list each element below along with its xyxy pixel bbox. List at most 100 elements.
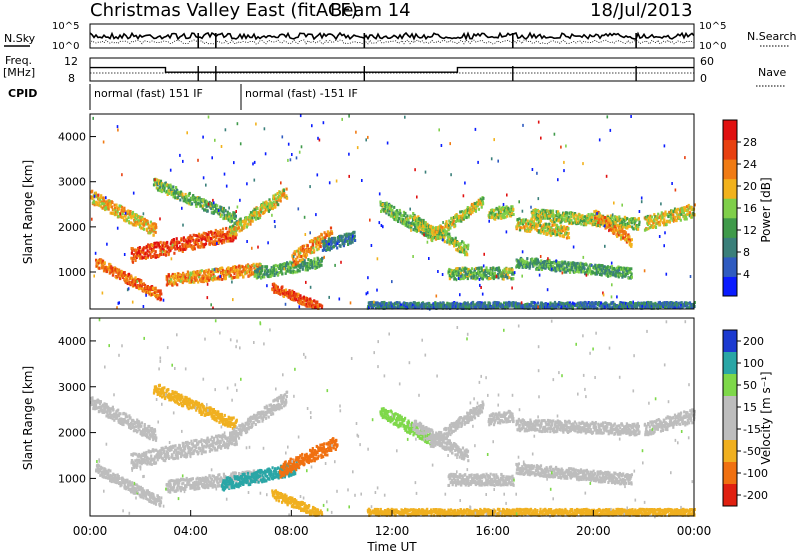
range-cell [623,215,626,219]
range-cell [653,224,656,228]
range-cell [613,268,616,272]
range-cell [351,237,354,241]
range-cell [268,198,271,202]
range-cell [343,233,346,237]
frequency-traces [90,66,694,81]
range-cell [414,228,417,232]
range-cell [401,306,404,310]
range-cell [253,264,256,268]
range-cell [198,272,201,276]
range-cell [439,235,442,239]
range-cell [629,241,632,244]
range-cell [555,223,559,227]
range-cell [257,211,260,215]
range-cell [488,269,491,273]
range-cell [608,223,611,227]
range-cell [251,214,254,217]
range-cell [229,225,232,229]
range-cell [256,207,259,210]
range-cell [102,199,106,203]
range-cell [196,270,199,273]
range-cell [221,267,224,271]
range-cell [428,233,431,237]
range-cell [240,271,243,275]
range-cell [220,271,223,275]
range-cell [298,301,302,305]
range-cell [154,255,158,259]
range-cell [152,222,155,226]
range-cell [125,213,128,217]
range-cell [224,209,227,213]
range-cell [594,263,597,267]
range-cell [249,273,252,277]
range-cell [190,279,194,283]
range-cell [137,214,140,218]
range-cell [138,279,141,283]
range-cell [685,205,689,209]
range-cell [187,200,190,204]
range-cell [97,261,100,265]
range-cell [303,253,307,257]
range-cell [265,267,268,271]
range-cell [276,290,279,294]
range-cell [627,237,630,241]
range-cell [168,192,171,195]
range-cell [191,237,194,241]
range-cell [586,272,589,276]
range-cell [155,186,158,190]
range-cell [269,275,272,278]
range-cell [337,240,340,244]
range-cell [92,199,95,203]
range-cell [663,214,666,218]
range-cell [548,225,551,228]
range-cell [168,282,172,286]
range-cell [679,211,682,215]
range-cell [601,265,604,269]
range-cell [647,216,650,220]
range-cell [548,231,552,235]
range-cell [501,272,504,276]
range-cell [587,213,590,216]
range-cell [657,212,660,216]
range-cell [277,203,280,207]
range-cell [134,259,137,262]
range-cell [333,241,336,244]
range-cell [205,233,208,237]
range-cell [294,252,297,256]
range-cell [118,268,121,272]
range-cell [531,217,534,221]
range-cell [620,273,623,277]
range-cell [417,301,420,305]
range-cell [148,224,151,228]
range-cell [98,266,101,270]
range-cell [242,219,245,223]
range-cell [546,232,549,236]
range-cell [292,263,295,267]
range-cell [323,231,326,235]
range-cell [503,267,506,271]
range-cell [194,273,198,277]
range-cell [500,216,503,220]
range-cell [389,301,392,305]
range-cell [134,283,137,287]
range-cell [670,216,673,220]
range-cell [543,216,546,220]
frequency-tick-bottom: 8 [68,72,75,85]
range-cell [596,213,599,217]
range-cell [619,218,623,222]
range-cell [548,222,551,226]
range-cell [383,208,387,212]
range-cell [522,218,525,222]
range-cell [239,273,242,277]
range-cell [387,205,390,209]
range-cell [395,213,398,217]
range-cell [546,216,550,220]
range-cell [563,267,566,271]
range-cell [203,269,206,273]
range-cell [524,264,527,268]
range-cell [519,263,522,266]
range-cell [175,244,178,248]
nave-tick-bottom: 0 [700,72,707,85]
range-cell [411,221,414,225]
range-cell [204,273,207,277]
